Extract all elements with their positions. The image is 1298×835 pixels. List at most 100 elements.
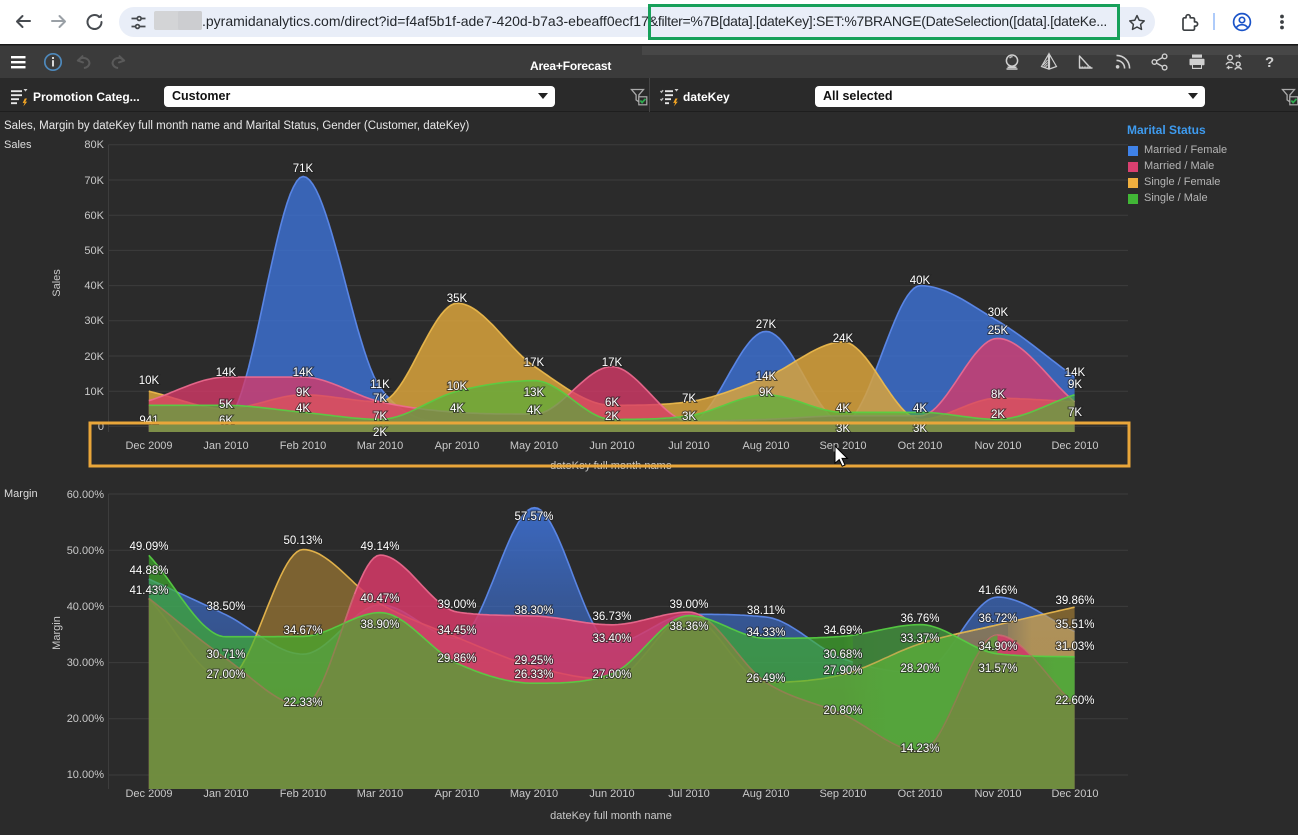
svg-text:35K: 35K <box>447 293 468 305</box>
svg-text:28.20%: 28.20% <box>900 663 939 675</box>
svg-text:10K: 10K <box>84 386 104 398</box>
svg-text:29.25%: 29.25% <box>514 655 553 667</box>
svg-text:9K: 9K <box>296 387 310 399</box>
svg-text:41.43%: 41.43% <box>129 585 168 597</box>
svg-text:Jun 2010: Jun 2010 <box>589 440 634 452</box>
svg-text:27.00%: 27.00% <box>206 669 245 681</box>
svg-text:11K: 11K <box>370 379 390 391</box>
svg-text:26.33%: 26.33% <box>514 669 553 681</box>
svg-text:26.49%: 26.49% <box>746 673 785 685</box>
svg-text:3K: 3K <box>682 411 696 423</box>
svg-text:941: 941 <box>139 415 158 427</box>
svg-text:7K: 7K <box>373 411 387 423</box>
svg-text:20.80%: 20.80% <box>823 705 862 717</box>
svg-text:2K: 2K <box>991 409 1005 421</box>
svg-text:33.40%: 33.40% <box>592 633 631 645</box>
svg-text:39.00%: 39.00% <box>669 599 708 611</box>
svg-text:6K: 6K <box>605 397 619 409</box>
svg-text:20K: 20K <box>84 351 104 363</box>
svg-text:4K: 4K <box>450 403 464 415</box>
svg-text:57.57%: 57.57% <box>514 511 553 523</box>
svg-text:Sep 2010: Sep 2010 <box>819 788 866 800</box>
svg-text:Margin: Margin <box>4 488 38 500</box>
svg-text:20.00%: 20.00% <box>67 713 105 725</box>
svg-text:27K: 27K <box>756 319 777 331</box>
svg-text:70K: 70K <box>84 175 104 187</box>
svg-text:50.00%: 50.00% <box>67 545 105 557</box>
svg-text:29.86%: 29.86% <box>437 653 476 665</box>
svg-text:80K: 80K <box>84 139 104 151</box>
svg-text:36.76%: 36.76% <box>900 613 939 625</box>
svg-text:Apr 2010: Apr 2010 <box>435 440 480 452</box>
svg-text:2K: 2K <box>373 427 387 439</box>
svg-text:Sales: Sales <box>51 269 63 297</box>
svg-text:31.57%: 31.57% <box>978 663 1017 675</box>
svg-text:13K: 13K <box>524 387 545 399</box>
svg-text:Dec 2009: Dec 2009 <box>125 788 172 800</box>
svg-text:10K: 10K <box>447 381 468 393</box>
svg-text:Jan 2010: Jan 2010 <box>203 788 248 800</box>
svg-text:Feb 2010: Feb 2010 <box>280 788 326 800</box>
svg-text:14K: 14K <box>293 367 314 379</box>
svg-text:Sales: Sales <box>4 139 32 151</box>
svg-text:Nov 2010: Nov 2010 <box>974 440 1021 452</box>
svg-text:60K: 60K <box>84 210 104 222</box>
svg-text:Mar 2010: Mar 2010 <box>357 788 403 800</box>
svg-text:4K: 4K <box>296 403 310 415</box>
svg-text:71K: 71K <box>293 163 314 175</box>
svg-text:May 2010: May 2010 <box>510 788 558 800</box>
svg-text:14.23%: 14.23% <box>900 743 939 755</box>
svg-text:4K: 4K <box>836 403 850 415</box>
svg-text:4K: 4K <box>527 405 541 417</box>
svg-text:4K: 4K <box>913 403 927 415</box>
svg-text:30.71%: 30.71% <box>206 649 245 661</box>
svg-text:9K: 9K <box>1068 379 1082 391</box>
svg-text:7K: 7K <box>1068 407 1082 419</box>
svg-text:17K: 17K <box>524 357 545 369</box>
svg-text:5K: 5K <box>219 399 233 411</box>
svg-text:3K: 3K <box>913 423 927 435</box>
svg-text:7K: 7K <box>373 393 387 405</box>
svg-text:Oct 2010: Oct 2010 <box>898 440 943 452</box>
svg-text:34.45%: 34.45% <box>437 625 476 637</box>
svg-text:May 2010: May 2010 <box>510 440 558 452</box>
svg-text:Sales, Margin by dateKey full: Sales, Margin by dateKey full month name… <box>4 120 470 132</box>
svg-text:14K: 14K <box>216 367 237 379</box>
svg-text:44.88%: 44.88% <box>129 565 168 577</box>
svg-text:10K: 10K <box>139 375 160 387</box>
svg-text:41.66%: 41.66% <box>978 585 1017 597</box>
svg-text:0: 0 <box>98 421 104 433</box>
svg-text:38.50%: 38.50% <box>206 601 245 613</box>
svg-text:30.00%: 30.00% <box>67 657 105 669</box>
svg-text:60.00%: 60.00% <box>67 489 105 501</box>
svg-text:49.14%: 49.14% <box>360 541 399 553</box>
svg-text:17K: 17K <box>602 357 623 369</box>
svg-text:34.69%: 34.69% <box>823 625 862 637</box>
svg-text:38.36%: 38.36% <box>669 621 708 633</box>
svg-text:Aug 2010: Aug 2010 <box>742 440 789 452</box>
svg-text:Jul 2010: Jul 2010 <box>668 440 710 452</box>
svg-text:27.90%: 27.90% <box>823 665 862 677</box>
svg-text:Feb 2010: Feb 2010 <box>280 440 326 452</box>
svg-text:50K: 50K <box>84 245 104 257</box>
svg-text:25K: 25K <box>988 325 1009 337</box>
svg-text:Nov 2010: Nov 2010 <box>974 788 1021 800</box>
svg-text:14K: 14K <box>1065 367 1086 379</box>
svg-text:Margin: Margin <box>51 616 63 650</box>
svg-text:38.30%: 38.30% <box>514 605 553 617</box>
svg-text:34.90%: 34.90% <box>978 641 1017 653</box>
svg-text:36.72%: 36.72% <box>978 613 1017 625</box>
svg-text:38.90%: 38.90% <box>360 619 399 631</box>
svg-text:22.33%: 22.33% <box>283 697 322 709</box>
svg-text:49.09%: 49.09% <box>129 541 168 553</box>
svg-text:27.00%: 27.00% <box>592 669 631 681</box>
svg-text:39.86%: 39.86% <box>1055 595 1094 607</box>
svg-text:50.13%: 50.13% <box>283 535 322 547</box>
svg-text:34.67%: 34.67% <box>283 625 322 637</box>
svg-text:30K: 30K <box>84 315 104 327</box>
svg-text:24K: 24K <box>833 333 854 345</box>
svg-text:35.51%: 35.51% <box>1055 619 1094 631</box>
svg-text:Oct 2010: Oct 2010 <box>898 788 943 800</box>
svg-text:36.73%: 36.73% <box>592 611 631 623</box>
svg-text:30.68%: 30.68% <box>823 649 862 661</box>
